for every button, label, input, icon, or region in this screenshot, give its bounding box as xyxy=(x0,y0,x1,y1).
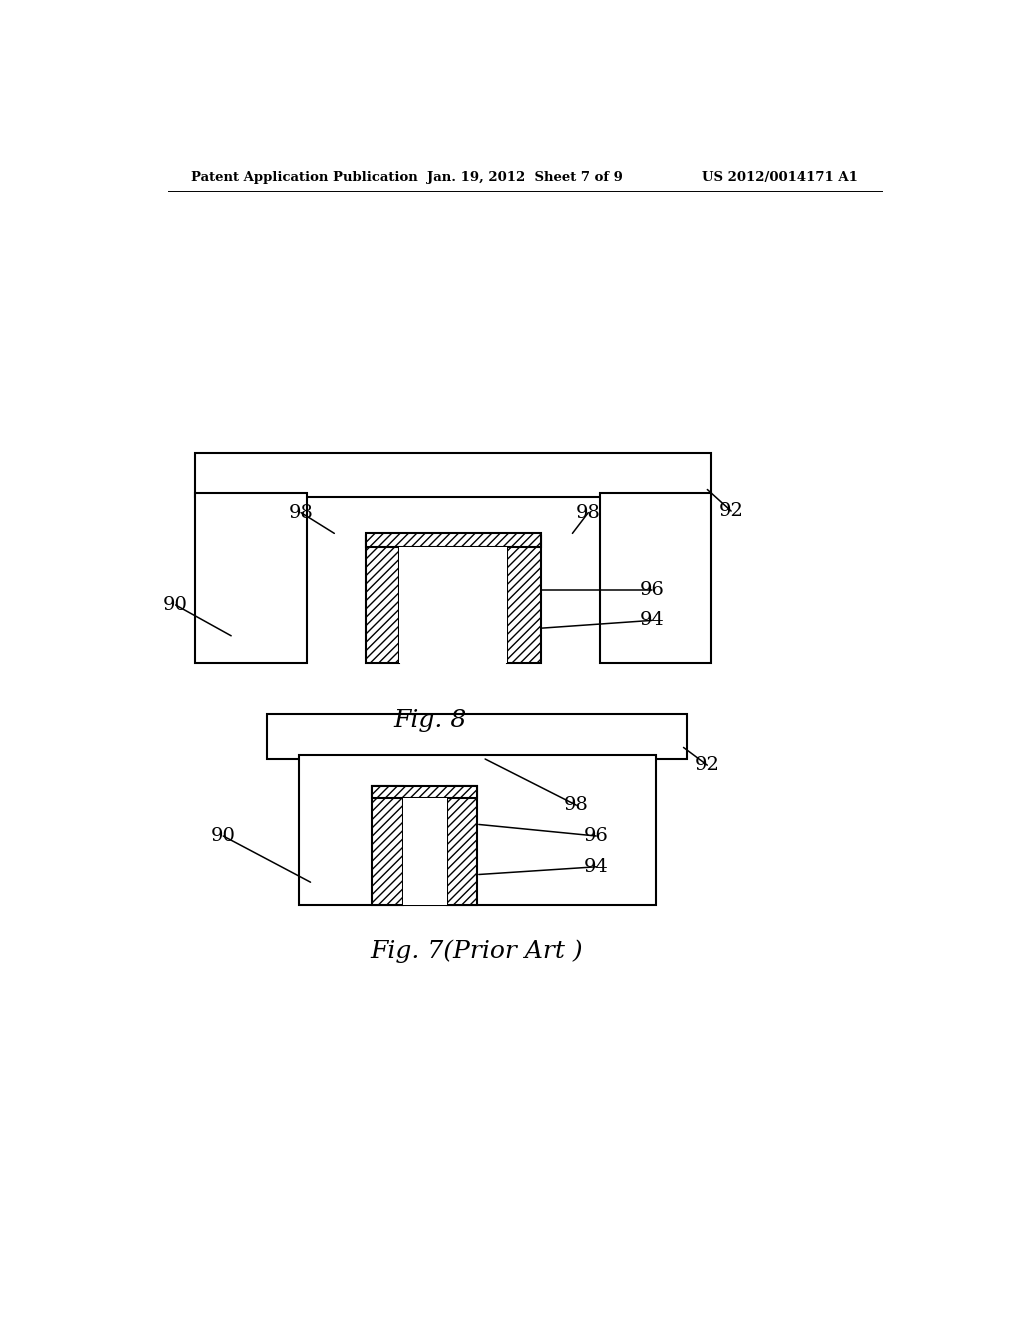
Bar xyxy=(373,785,477,797)
Text: 98: 98 xyxy=(289,504,313,521)
Text: 98: 98 xyxy=(564,796,589,814)
Bar xyxy=(399,548,507,663)
Text: Fig. 8: Fig. 8 xyxy=(393,709,466,733)
Bar xyxy=(507,536,541,663)
Text: 94: 94 xyxy=(584,858,608,875)
Text: 96: 96 xyxy=(584,828,608,845)
Text: 98: 98 xyxy=(575,504,601,521)
Text: 92: 92 xyxy=(695,756,720,774)
Bar xyxy=(367,536,399,663)
Bar xyxy=(367,533,541,548)
Text: 90: 90 xyxy=(163,597,188,614)
Text: 90: 90 xyxy=(211,828,236,845)
Bar xyxy=(600,494,712,663)
Text: US 2012/0014171 A1: US 2012/0014171 A1 xyxy=(702,172,858,185)
Bar xyxy=(267,714,687,759)
Bar xyxy=(196,494,306,663)
Text: 92: 92 xyxy=(719,502,743,520)
Bar xyxy=(196,453,712,498)
Bar xyxy=(447,785,477,906)
Text: Jan. 19, 2012  Sheet 7 of 9: Jan. 19, 2012 Sheet 7 of 9 xyxy=(427,172,623,185)
Text: Patent Application Publication: Patent Application Publication xyxy=(191,172,418,185)
Bar xyxy=(402,797,447,906)
Bar xyxy=(299,755,655,906)
Text: Fig. 7(Prior Art ): Fig. 7(Prior Art ) xyxy=(371,940,584,964)
Bar xyxy=(373,785,402,906)
Text: 96: 96 xyxy=(639,581,665,598)
Text: 94: 94 xyxy=(639,611,665,630)
